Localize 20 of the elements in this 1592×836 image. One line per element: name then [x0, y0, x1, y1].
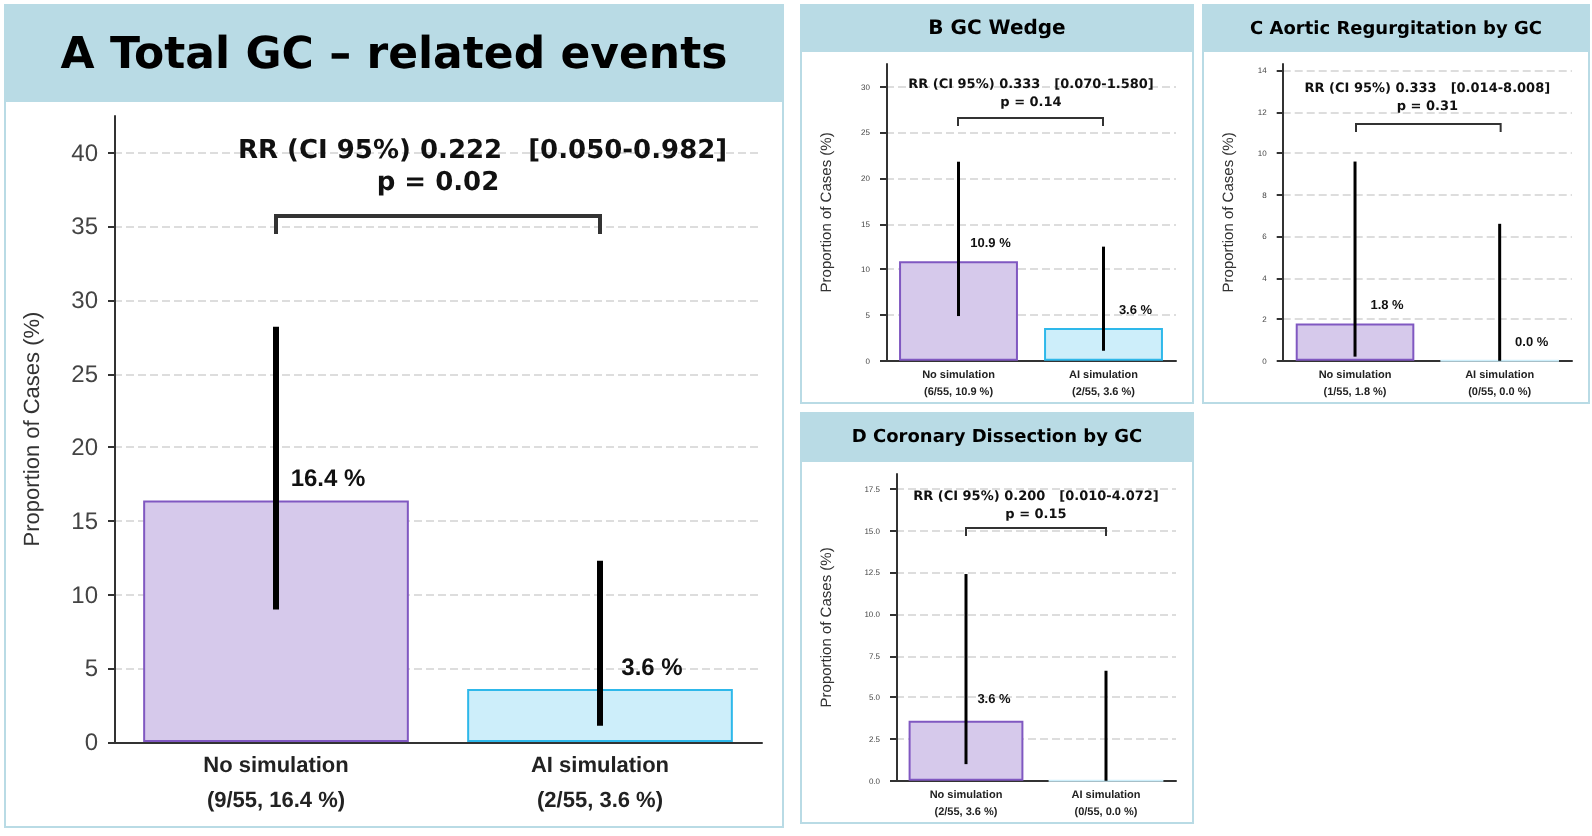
- y-tick-label: 30: [71, 286, 99, 315]
- annotation: RR (CI 95%) 0.222 [0.050-0.982]: [238, 134, 728, 169]
- y-tick-label: 20: [71, 433, 99, 462]
- y-tick-label: 15: [71, 507, 99, 536]
- chart-title: C Aortic Regurgitation by GC: [1204, 6, 1588, 52]
- data-label: 3.6 %: [621, 652, 684, 681]
- y-tick-label: 35: [71, 212, 99, 241]
- y-axis-title: Proportion of Cases (%): [21, 311, 45, 547]
- x-tick-label: No simulation (9/55, 16.4 %): [203, 753, 350, 813]
- data-label: 16.4 %: [290, 464, 367, 493]
- y-tick-label: 40: [71, 138, 99, 167]
- y-tick-label: 25: [71, 359, 99, 388]
- chart-title: A Total GC – related events: [6, 6, 782, 102]
- annotation: p = 0.02: [374, 168, 502, 199]
- y-tick-label: 10: [71, 580, 99, 609]
- y-tick-label: 5: [84, 654, 99, 683]
- chart-title: D Coronary Dissection by GC: [802, 414, 1192, 462]
- chart-title: B GC Wedge: [802, 6, 1192, 52]
- x-tick-label: AI simulation (2/55, 3.6 %): [530, 753, 670, 813]
- y-tick-label: 0: [84, 728, 99, 756]
